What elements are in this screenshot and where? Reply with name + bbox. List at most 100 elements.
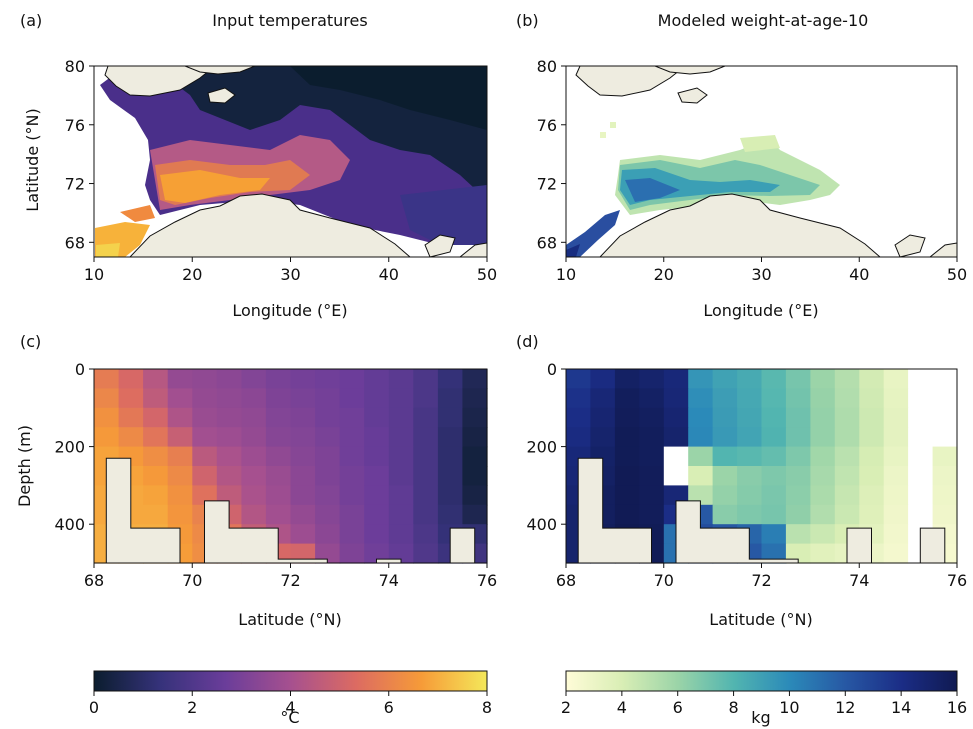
heatmap-cell	[859, 485, 885, 506]
colorbar-temperature: 0 2 4 6 8 °C	[89, 670, 492, 727]
heatmap-cell	[413, 466, 439, 486]
heatmap-cell	[265, 427, 292, 448]
heatmap-cell	[761, 407, 787, 428]
heatmap-cell	[908, 427, 934, 448]
colorbar-tick-label: 0	[89, 698, 99, 717]
heatmap-cell	[413, 407, 439, 428]
heatmap-cell	[216, 388, 242, 409]
heatmap-cell	[908, 504, 934, 525]
heatmap-cell	[364, 407, 390, 428]
heatmap-cell	[590, 407, 616, 428]
x-tick-label: 68	[556, 571, 576, 590]
x-tick-label: 40	[849, 265, 869, 284]
x-tick-label: 70	[654, 571, 674, 590]
heatmap-cell	[566, 369, 591, 389]
heatmap-cell	[413, 427, 439, 448]
heatmap-cell	[810, 446, 836, 467]
y-tick-label: 0	[547, 360, 557, 379]
heatmap-cell	[462, 466, 488, 486]
heatmap-cell	[834, 466, 860, 486]
heatmap-cell	[364, 427, 390, 448]
colorbar-weight-ticks: 2 4 6 8 10 12 14 16	[561, 691, 967, 717]
panel-b-map	[566, 66, 957, 257]
heatmap-cell	[437, 504, 464, 525]
heatmap-cell	[614, 466, 640, 486]
heatmap-cell	[590, 369, 616, 389]
heatmap-cell	[566, 427, 591, 448]
heatmap-cell	[908, 485, 934, 506]
heatmap-cell	[883, 369, 909, 389]
heatmap-cell	[761, 504, 787, 525]
heatmap-cell	[216, 427, 242, 448]
heatmap-cell	[737, 369, 763, 389]
y-tick-label: 400	[526, 515, 557, 534]
heatmap-cell	[663, 427, 689, 448]
heatmap-cell	[761, 524, 787, 545]
heatmap-cell	[437, 407, 464, 428]
heatmap-cell	[614, 369, 640, 389]
heatmap-cell	[810, 369, 836, 389]
heatmap-cell	[413, 446, 439, 467]
heatmap-cell	[143, 466, 169, 486]
heatmap-cell	[364, 504, 390, 525]
heatmap-cell	[883, 466, 909, 486]
y-tick-label: 76	[65, 116, 85, 135]
heatmap-cell	[388, 407, 414, 428]
colorbar-weight-label: kg	[751, 708, 770, 727]
panel-a-temperature-field	[95, 66, 487, 257]
heatmap-cell	[388, 446, 414, 467]
panel-c-cells	[94, 369, 488, 564]
heatmap-cell	[143, 369, 169, 389]
heatmap-cell	[834, 504, 860, 525]
heatmap-cell	[167, 504, 193, 525]
heatmap-cell	[413, 504, 439, 525]
heatmap-cell	[216, 407, 242, 428]
colorbar-tick-label: 6	[673, 698, 683, 717]
x-tick-label: 20	[182, 265, 202, 284]
heatmap-cell	[785, 524, 811, 545]
heatmap-cell	[192, 388, 218, 409]
heatmap-cell	[737, 446, 763, 467]
panel-d: (d) 68 70 72 74 76 0 200 400 Latitude (°N)	[516, 332, 967, 629]
y-tick-label: 80	[65, 57, 85, 76]
heatmap-cell	[462, 485, 488, 506]
panel-b-xlabel: Longitude (°E)	[703, 301, 818, 320]
heatmap-cell	[437, 446, 464, 467]
heatmap-cell	[388, 485, 414, 506]
heatmap-cell	[143, 407, 169, 428]
heatmap-cell	[908, 446, 934, 467]
y-tick-label: 400	[54, 515, 85, 534]
panel-a-ylabel: Latitude (°N)	[23, 108, 42, 211]
heatmap-cell	[265, 446, 292, 467]
heatmap-cell	[265, 504, 292, 525]
heatmap-cell	[932, 446, 958, 467]
x-tick-label: 72	[280, 571, 300, 590]
heatmap-cell	[859, 446, 885, 467]
x-tick-label: 10	[84, 265, 104, 284]
x-tick-label: 74	[849, 571, 869, 590]
heatmap-cell	[810, 543, 836, 564]
heatmap-cell	[688, 407, 714, 428]
heatmap-cell	[908, 369, 934, 389]
heatmap-cell	[265, 466, 292, 486]
heatmap-cell	[590, 427, 616, 448]
heatmap-cell	[859, 369, 885, 389]
heatmap-cell	[663, 388, 689, 409]
heatmap-cell	[737, 407, 763, 428]
heatmap-cell	[614, 407, 640, 428]
heatmap-cell	[192, 466, 218, 486]
heatmap-cell	[241, 485, 267, 506]
heatmap-cell	[834, 388, 860, 409]
heatmap-cell	[437, 369, 464, 389]
panel-a-xlabel: Longitude (°E)	[232, 301, 347, 320]
heatmap-cell	[932, 369, 958, 389]
heatmap-cell	[810, 524, 836, 545]
heatmap-cell	[639, 485, 665, 506]
heatmap-cell	[388, 524, 414, 545]
heatmap-cell	[339, 524, 365, 545]
heatmap-cell	[761, 369, 787, 389]
x-tick-label: 70	[182, 571, 202, 590]
heatmap-cell	[339, 407, 365, 428]
x-tick-label: 30	[280, 265, 300, 284]
